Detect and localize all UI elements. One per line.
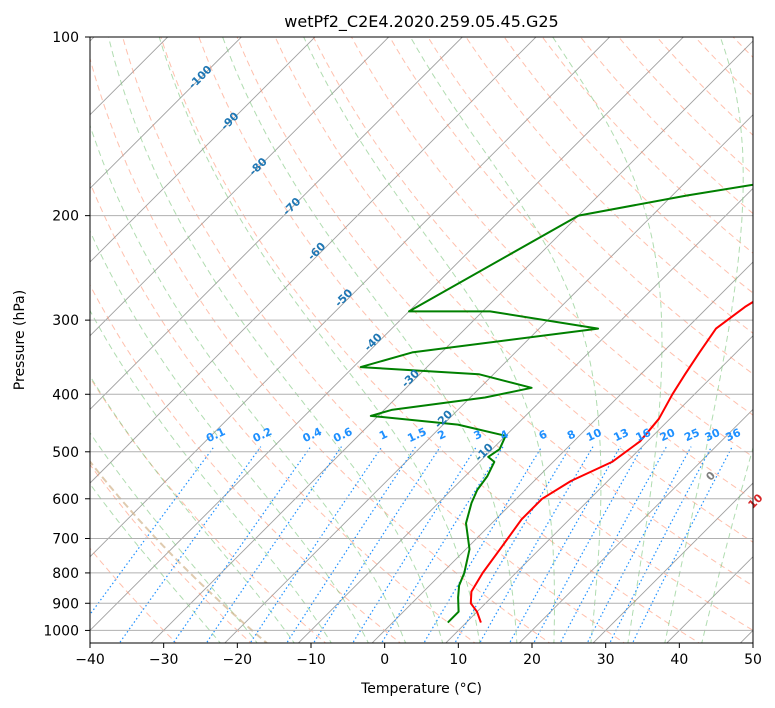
mixing-ratio-label: 36 (723, 426, 743, 444)
x-tick-label: −20 (223, 652, 253, 668)
y-tick-label: 200 (52, 209, 79, 225)
isotherm-line (90, 37, 611, 558)
mixing-ratio-line (285, 446, 417, 643)
mixing-ratio-label: 10 (584, 426, 604, 444)
x-tick-label: 50 (744, 652, 762, 668)
isotherm-line (90, 37, 537, 484)
isotherm-line (297, 187, 753, 643)
y-tick-label: 300 (52, 313, 79, 329)
y-tick-label: 600 (52, 492, 79, 508)
dewpoint-line (359, 183, 753, 624)
lcl-curve (90, 459, 269, 643)
y-axis-label: Pressure (hPa) (12, 290, 28, 390)
y-tick-label: 400 (52, 387, 79, 403)
mixing-ratio-line (380, 446, 504, 643)
x-axis-label: Temperature (°C) (360, 681, 482, 697)
mixing-ratio-line (352, 446, 478, 643)
x-tick-label: 20 (523, 652, 541, 668)
mixing-ratio-label: 25 (682, 426, 701, 444)
mixing-ratio-label: 13 (612, 426, 631, 444)
isotherm-line (150, 40, 753, 643)
x-tick-label: 30 (597, 652, 615, 668)
mixing-ratio-line (118, 446, 262, 643)
y-axis-ticks: 100 200 300 400 500 600 700 800 900 1000 (43, 30, 90, 639)
plot-frame (89, 36, 754, 644)
chart-title: wetPf2_C2E4.2020.259.05.45.G25 (284, 12, 558, 32)
mixing-ratio-line (479, 446, 594, 643)
x-tick-label: −40 (75, 652, 105, 668)
dry-adiabat-line (90, 284, 402, 643)
y-tick-label: 100 (52, 30, 79, 46)
moist-adiabat-line (90, 123, 407, 643)
mixing-ratio-label: 30 (703, 426, 723, 444)
isotherm-line (592, 482, 753, 643)
y-tick-label: 1000 (43, 623, 79, 639)
mixing-ratio-line (508, 446, 621, 643)
moist-adiabat-line (90, 230, 369, 643)
isotherm-line (371, 261, 753, 643)
x-tick-label: 40 (670, 652, 688, 668)
x-axis-ticks: −40 −30 −20 −10 0 10 20 30 40 50 (75, 643, 762, 668)
y-tick-label: 800 (52, 566, 79, 582)
isotherm-line (224, 114, 753, 643)
pressure-gridlines (90, 37, 753, 631)
mixing-ratio-line (609, 446, 713, 643)
mixing-ratio-line (454, 446, 571, 643)
x-tick-label: 0 (380, 652, 389, 668)
y-tick-label: 900 (52, 596, 79, 612)
isotherm-line (90, 37, 464, 411)
isotherm-line (90, 37, 243, 190)
isotherm-line (90, 37, 316, 263)
y-tick-label: 700 (52, 532, 79, 548)
mixing-ratio-label: 20 (658, 426, 678, 444)
mixing-ratio-line (172, 446, 312, 643)
x-tick-label: −10 (296, 652, 326, 668)
mixing-ratio-line (586, 446, 692, 643)
x-tick-label: 10 (449, 652, 467, 668)
mixing-ratio-line (312, 446, 441, 643)
isotherm-line (90, 37, 390, 337)
mixing-ratio-line (205, 446, 342, 643)
mixing-ratio-line (423, 446, 543, 643)
dry-adiabat-line (90, 181, 476, 643)
x-tick-label: −30 (149, 652, 179, 668)
temperature-line (469, 300, 753, 623)
profile-lines (359, 183, 753, 624)
isotherm-line (518, 408, 753, 643)
mixing-ratio-line (249, 446, 383, 643)
y-tick-label: 500 (52, 445, 79, 461)
mixing-ratio-label: 16 (634, 426, 654, 444)
isotherm-line (90, 37, 685, 632)
isotherm-line (445, 335, 753, 643)
